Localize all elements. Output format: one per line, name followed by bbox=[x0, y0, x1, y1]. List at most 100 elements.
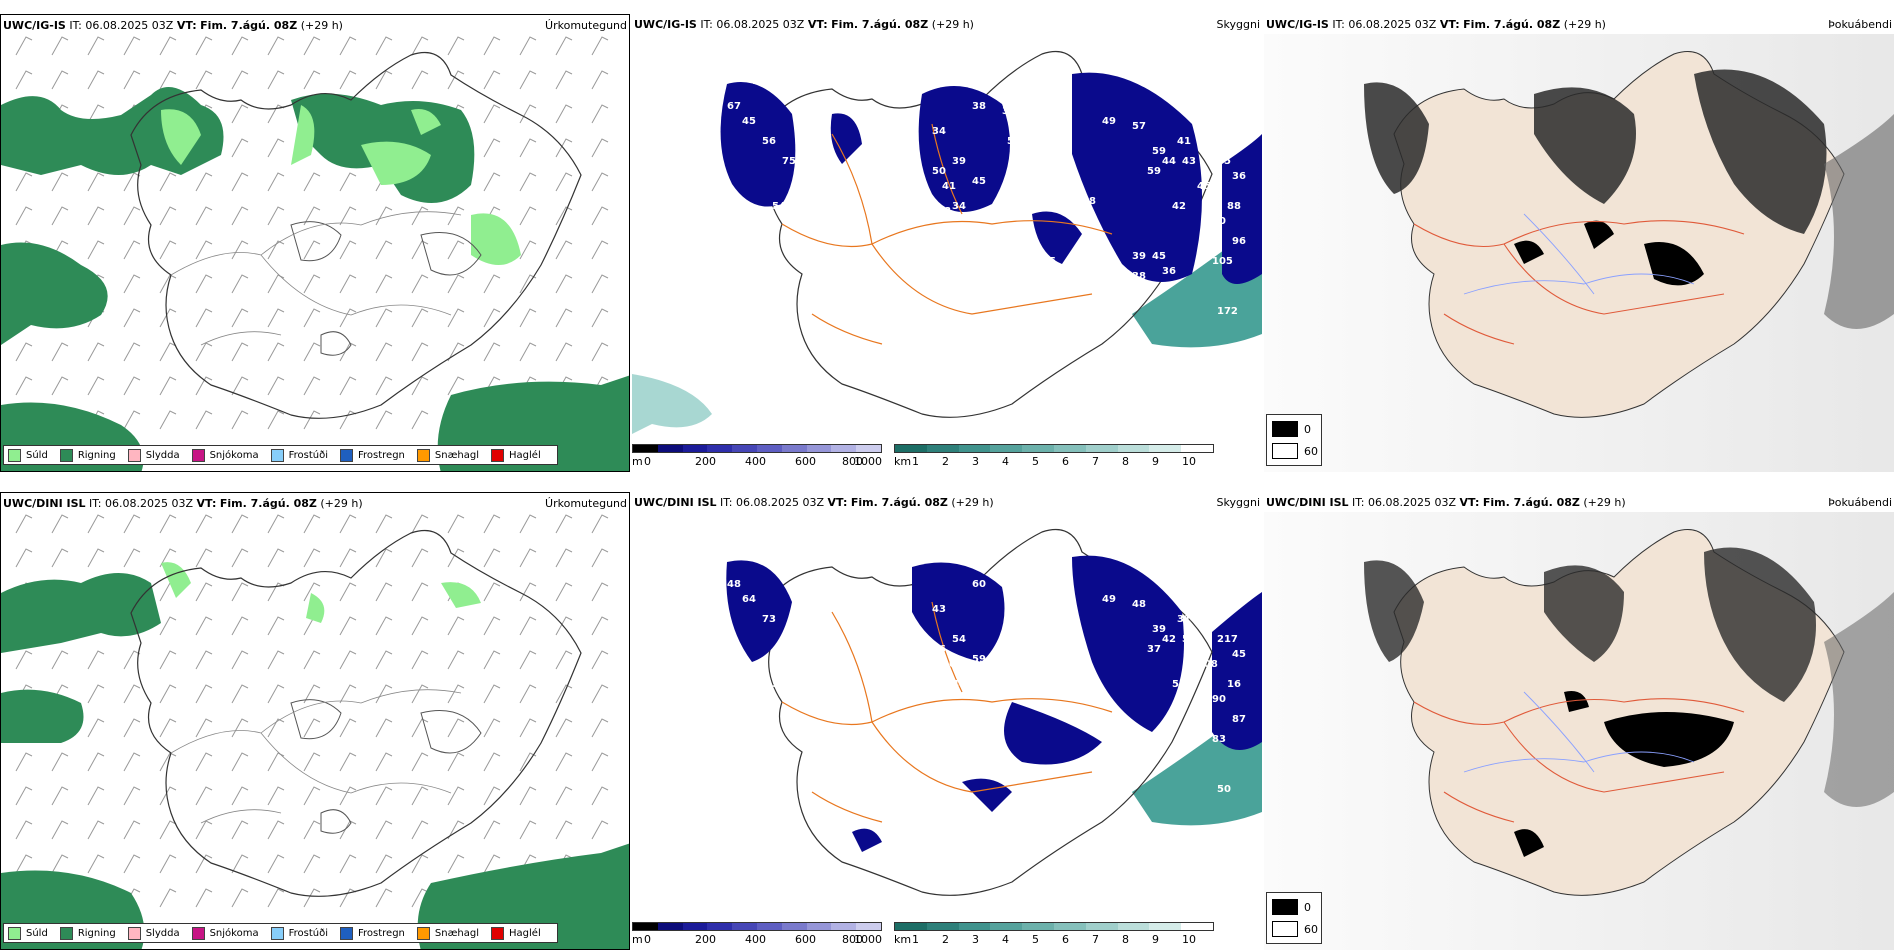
cloud-base-value: 38 bbox=[972, 101, 986, 112]
wind-barb bbox=[123, 752, 141, 772]
wind-barb bbox=[375, 820, 393, 840]
panel-type-label: Þokuábendi bbox=[1828, 18, 1892, 31]
wind-barb bbox=[555, 274, 573, 294]
wind-barb bbox=[555, 650, 573, 670]
wind-barb bbox=[195, 172, 213, 192]
wind-barb bbox=[51, 36, 69, 56]
wind-barb bbox=[411, 308, 429, 328]
cloud-base-value: 98 bbox=[937, 206, 951, 217]
wind-barb bbox=[195, 342, 213, 362]
legend-swatch bbox=[1272, 921, 1298, 937]
wind-barb bbox=[591, 548, 609, 568]
low-cloud-area bbox=[918, 86, 1010, 212]
legend-swatch bbox=[59, 926, 73, 940]
panel-type-label: Skyggni bbox=[1216, 496, 1260, 509]
legend-item: 0 bbox=[1272, 421, 1311, 437]
wind-barb bbox=[231, 410, 249, 430]
cloud-base-value: 69 bbox=[1042, 579, 1056, 590]
wind-barb bbox=[303, 308, 321, 328]
wind-barb bbox=[555, 514, 573, 534]
wind-barb bbox=[339, 36, 357, 56]
precip-legend: Súld Rigning Slydda Snjókoma Frostúði Fr… bbox=[3, 445, 558, 465]
wind-barb bbox=[159, 240, 177, 260]
wind-barb bbox=[411, 206, 429, 226]
wind-barb bbox=[375, 616, 393, 636]
cloud-base-value: 45 bbox=[1152, 251, 1166, 262]
cloud-base-value: 90 bbox=[1212, 694, 1226, 705]
wind-barb bbox=[411, 376, 429, 396]
panel-header: UWC/DINI ISL IT: 06.08.2025 03Z VT: Fim.… bbox=[634, 496, 994, 509]
road-network bbox=[781, 601, 1113, 823]
wind-barb bbox=[159, 514, 177, 534]
wind-barb bbox=[591, 104, 609, 124]
wind-barb bbox=[483, 684, 501, 704]
rain-area bbox=[1, 87, 224, 175]
sea-fog-area bbox=[1132, 632, 1262, 826]
cloud-base-value: 49 bbox=[1102, 116, 1116, 127]
legend-item: Súld bbox=[8, 926, 48, 940]
wind-barb bbox=[195, 752, 213, 772]
cloud-base-value: 35 bbox=[1217, 156, 1231, 167]
colorbar-tick: 600 bbox=[795, 933, 816, 946]
wind-barb bbox=[231, 888, 249, 908]
wind-barb bbox=[231, 650, 249, 670]
wind-barb bbox=[447, 240, 465, 260]
cloud-base-value: 37 bbox=[1147, 644, 1161, 655]
wind-barb bbox=[123, 548, 141, 568]
wind-barb bbox=[591, 70, 609, 90]
wind-barb bbox=[519, 582, 537, 602]
wind-barb bbox=[555, 820, 573, 840]
wind-barb bbox=[267, 308, 285, 328]
wind-barb bbox=[339, 786, 357, 806]
wind-barb bbox=[123, 70, 141, 90]
wind-barb bbox=[267, 206, 285, 226]
colorbar-tick: 0 bbox=[644, 933, 651, 946]
wind-barb bbox=[231, 376, 249, 396]
rain-area bbox=[417, 843, 629, 949]
wind-barb bbox=[123, 514, 141, 534]
wind-barb bbox=[231, 820, 249, 840]
wind-barb bbox=[519, 684, 537, 704]
colorbar-tick: 4 bbox=[1002, 933, 1009, 946]
legend-swatch bbox=[270, 926, 284, 940]
wind-barb bbox=[339, 410, 357, 430]
wind-barb bbox=[195, 70, 213, 90]
wind-barb bbox=[195, 376, 213, 396]
cloud-base-value: 54 bbox=[772, 201, 786, 212]
cloud-base-value: 40 bbox=[942, 659, 956, 670]
cloud-base-value: 43 bbox=[962, 709, 976, 720]
wind-barb bbox=[375, 650, 393, 670]
cloud-base-value: 64 bbox=[802, 649, 816, 660]
colorbar-tick: 1000 bbox=[854, 455, 882, 468]
wind-barb bbox=[195, 582, 213, 602]
cloud-base-value: 31 bbox=[1177, 614, 1191, 625]
wind-barb bbox=[411, 820, 429, 840]
colorbar-tick: 4 bbox=[1002, 455, 1009, 468]
wind-barb bbox=[303, 820, 321, 840]
cloud-base-value: 108 bbox=[1197, 659, 1218, 670]
low-cloud-area bbox=[852, 702, 1102, 852]
cloud-base-value: 59 bbox=[1147, 166, 1161, 177]
wind-barb bbox=[159, 206, 177, 226]
wind-barb bbox=[87, 752, 105, 772]
cloud-base-value: 54 bbox=[812, 589, 826, 600]
cloud-base-value: 49 bbox=[872, 594, 886, 605]
wind-barb bbox=[555, 138, 573, 158]
wind-barb bbox=[303, 274, 321, 294]
cloud-base-value: 59 bbox=[1152, 146, 1166, 157]
wind-barb bbox=[411, 854, 429, 874]
panel-header: UWC/DINI ISL IT: 06.08.2025 03Z VT: Fim.… bbox=[1266, 496, 1626, 509]
wind-barb bbox=[447, 36, 465, 56]
panel-type-label: Þokuábendi bbox=[1828, 496, 1892, 509]
wind-barb bbox=[231, 274, 249, 294]
wind-barb bbox=[159, 342, 177, 362]
wind-barb bbox=[303, 376, 321, 396]
wind-barb bbox=[519, 820, 537, 840]
wind-barb bbox=[123, 786, 141, 806]
sea-fog-area bbox=[1824, 114, 1894, 329]
wind-barb bbox=[15, 820, 33, 840]
cloud-base-value: 54 bbox=[1042, 101, 1056, 112]
wind-barb bbox=[375, 70, 393, 90]
wind-barb bbox=[51, 854, 69, 874]
cloud-base-value: 45 bbox=[792, 191, 806, 202]
